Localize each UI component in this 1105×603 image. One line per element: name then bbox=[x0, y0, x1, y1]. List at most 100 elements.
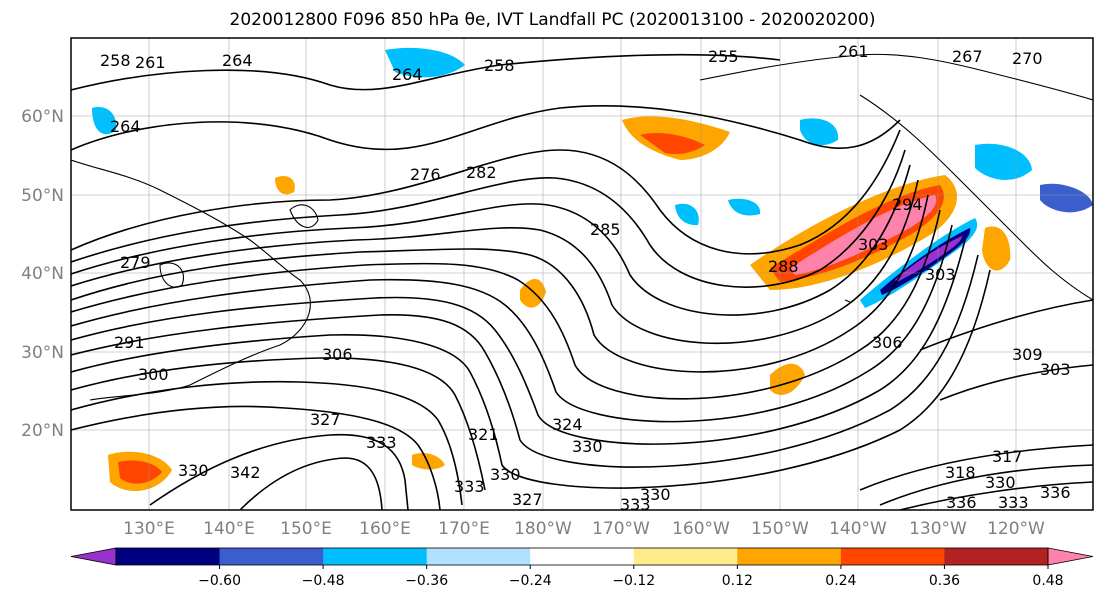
contour-label: 336 bbox=[946, 493, 977, 512]
lat-label: 30°N bbox=[21, 343, 64, 363]
contour-label: 318 bbox=[945, 463, 976, 482]
contour-label: 258 bbox=[100, 51, 131, 70]
contour-label: 333 bbox=[620, 495, 651, 514]
contour-label: 321 bbox=[468, 425, 499, 444]
west-negative-1 bbox=[92, 106, 117, 135]
contour-label: 336 bbox=[1040, 483, 1071, 502]
contour-label: 264 bbox=[222, 51, 253, 70]
colorbar-segment bbox=[323, 548, 428, 565]
contour-label: 270 bbox=[1012, 49, 1043, 68]
contour-label: 264 bbox=[110, 117, 141, 136]
latitude-labels: 60°N 50°N 40°N 30°N 20°N bbox=[21, 107, 64, 441]
sub-positive-1 bbox=[770, 363, 805, 395]
contour-label: 264 bbox=[392, 65, 423, 84]
colorbar-segment bbox=[944, 548, 1049, 565]
contour-label: 330 bbox=[178, 461, 209, 480]
north-negative-1 bbox=[385, 47, 465, 78]
colorbar-segment bbox=[530, 548, 635, 565]
lon-label: 170°E bbox=[438, 519, 490, 539]
map-title: 2020012800 F096 850 hPa θe, IVT Landfall… bbox=[229, 10, 876, 30]
lon-label: 140°E bbox=[203, 519, 255, 539]
contour-label: 303 bbox=[858, 235, 889, 254]
plot-frame bbox=[70, 37, 1094, 511]
lon-label: 130°E bbox=[123, 519, 175, 539]
gridlines bbox=[71, 38, 1093, 510]
ne-negative-2 bbox=[1040, 183, 1093, 213]
sub-positive-3 bbox=[275, 175, 295, 195]
colorbar-extend-low bbox=[70, 547, 117, 566]
contour-label: 333 bbox=[454, 477, 485, 496]
contour-label: 303 bbox=[1040, 360, 1071, 379]
coastlines bbox=[71, 53, 1093, 401]
colorbar-segment bbox=[633, 548, 738, 565]
contour-label: 279 bbox=[120, 253, 151, 272]
contour-label: 330 bbox=[640, 485, 671, 504]
contour-label: 258 bbox=[484, 56, 515, 75]
contour-label: 300 bbox=[138, 365, 169, 384]
contour-label: 285 bbox=[590, 220, 621, 239]
lat-label: 40°N bbox=[21, 264, 64, 284]
colorbar-tick-label: 0.36 bbox=[929, 573, 960, 589]
colorbar: −0.60 −0.48 −0.36 −0.24 −0.12 0.12 0.24 0.36 0.4… bbox=[70, 547, 1094, 589]
lat-label: 50°N bbox=[21, 186, 64, 206]
east-positive-1 bbox=[982, 226, 1011, 271]
lon-label: 150°W bbox=[751, 519, 809, 539]
contour-label: 327 bbox=[512, 490, 543, 509]
mid-negative-2 bbox=[675, 203, 699, 226]
shaded-anomalies bbox=[92, 47, 1093, 492]
colorbar-tick-label: −0.48 bbox=[302, 573, 345, 589]
colorbar-tick-label: 0.24 bbox=[825, 573, 856, 589]
contour-label: 291 bbox=[114, 333, 145, 352]
lon-label: 160°E bbox=[359, 519, 411, 539]
colorbar-extend-high bbox=[1047, 547, 1094, 566]
lon-label: 140°W bbox=[829, 519, 887, 539]
contour-label: 333 bbox=[366, 433, 397, 452]
sub-positive-2 bbox=[412, 453, 445, 470]
lon-label: 130°W bbox=[909, 519, 967, 539]
lon-label: 180°W bbox=[514, 519, 572, 539]
contour-label: 327 bbox=[310, 410, 341, 429]
colorbar-segment bbox=[840, 548, 945, 565]
colorbar-segment bbox=[219, 548, 324, 565]
contour-label: 294 bbox=[892, 195, 923, 214]
colorbar-segment bbox=[737, 548, 842, 565]
contour-label: 255 bbox=[708, 47, 739, 66]
colorbar-tick-label: −0.36 bbox=[405, 573, 448, 589]
contour-labels: 258 261 264 264 258 255 261 267 270 264 … bbox=[100, 42, 1071, 514]
colorbar-tick-label: 0.12 bbox=[722, 573, 753, 589]
contour-label: 330 bbox=[572, 437, 603, 456]
contour-label: 330 bbox=[985, 473, 1016, 492]
contour-label: 303 bbox=[925, 265, 956, 284]
colorbar-tick-label: −0.60 bbox=[198, 573, 241, 589]
colorbar-tick-label: −0.12 bbox=[612, 573, 655, 589]
contour-label: 324 bbox=[552, 415, 583, 434]
contour-label: 342 bbox=[230, 463, 261, 482]
mid-negative-1 bbox=[728, 198, 761, 216]
contour-label: 282 bbox=[466, 163, 497, 182]
contour-label: 261 bbox=[135, 53, 166, 72]
lon-label: 160°W bbox=[672, 519, 730, 539]
contour-label: 276 bbox=[410, 165, 441, 184]
contour-label: 333 bbox=[998, 493, 1029, 512]
longitude-labels: 130°E 140°E 150°E 160°E 170°E 180°W 170°… bbox=[123, 519, 1045, 539]
contour-label: 309 bbox=[1012, 345, 1043, 364]
alaska-positive-core bbox=[640, 133, 705, 155]
colorbar-frame bbox=[115, 547, 1049, 566]
contour-label: 306 bbox=[872, 333, 903, 352]
colorbar-tick-label: −0.24 bbox=[509, 573, 552, 589]
colorbar-segment bbox=[116, 548, 221, 565]
ne-negative-1 bbox=[975, 143, 1032, 180]
negative-anomaly-peak bbox=[895, 236, 962, 282]
lon-label: 120°W bbox=[987, 519, 1045, 539]
contour-label: 306 bbox=[322, 345, 353, 364]
lat-label: 20°N bbox=[21, 421, 64, 441]
colorbar-tick-label: 0.48 bbox=[1032, 573, 1063, 589]
lon-label: 170°W bbox=[592, 519, 650, 539]
ne-negative-3 bbox=[800, 118, 839, 146]
west-positive-core bbox=[118, 460, 162, 484]
contour-label: 330 bbox=[490, 465, 521, 484]
contour-label: 267 bbox=[952, 47, 983, 66]
contour-label: 261 bbox=[838, 42, 869, 61]
contour-label: 317 bbox=[992, 447, 1023, 466]
